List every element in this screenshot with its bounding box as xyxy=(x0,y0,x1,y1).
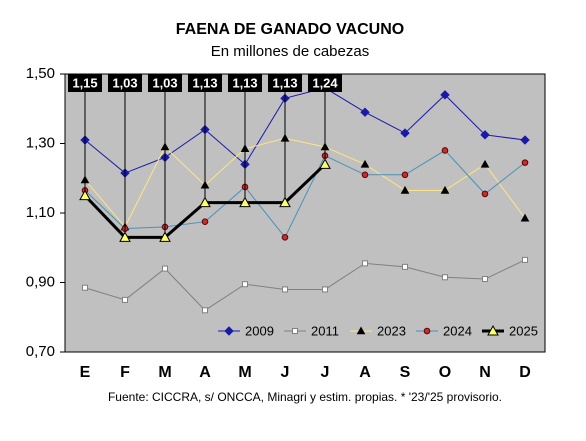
legend-label: 2024 xyxy=(443,323,472,338)
point-marker xyxy=(521,159,529,166)
point-marker xyxy=(440,90,450,100)
source-note: Fuente: CICCRA, s/ ONCCA, Minagri y esti… xyxy=(108,390,502,404)
data-label-box xyxy=(108,74,142,92)
legend-marker xyxy=(224,326,234,336)
point-marker xyxy=(82,284,88,291)
series-line xyxy=(84,149,526,239)
point-marker xyxy=(482,276,488,283)
x-tick-label: S xyxy=(400,364,411,381)
point-marker xyxy=(199,196,211,208)
data-label-box xyxy=(188,74,222,92)
chart-title: FAENA DE GANADO VACUNO xyxy=(176,21,404,38)
point-marker xyxy=(122,296,128,303)
point-marker xyxy=(322,286,328,293)
point-marker xyxy=(401,171,409,179)
legend-marker xyxy=(356,326,366,335)
point-marker xyxy=(239,196,251,208)
x-tick-label: A xyxy=(199,364,211,381)
point-marker xyxy=(400,128,410,138)
data-label: 1,03 xyxy=(152,75,177,90)
data-label-box xyxy=(228,74,262,92)
point-marker xyxy=(282,286,288,293)
point-marker xyxy=(79,189,91,201)
x-tick-label: M xyxy=(238,364,251,381)
point-marker xyxy=(319,158,331,169)
legend-label: 2011 xyxy=(311,323,339,338)
y-tick-label: 1,50 xyxy=(26,65,55,82)
point-marker xyxy=(362,260,368,267)
point-marker xyxy=(202,307,208,314)
point-marker xyxy=(360,107,370,117)
x-tick-label: O xyxy=(439,364,451,381)
point-marker xyxy=(201,218,209,225)
data-label-box xyxy=(148,74,182,92)
plot-area xyxy=(64,73,546,353)
point-marker xyxy=(159,231,171,242)
data-label-box xyxy=(268,74,302,92)
y-tick-label: 1,10 xyxy=(26,204,55,221)
point-marker xyxy=(402,263,408,270)
point-marker xyxy=(279,196,291,208)
point-marker xyxy=(441,147,449,154)
point-marker xyxy=(281,234,289,241)
point-marker xyxy=(162,265,168,272)
data-label: 1,15 xyxy=(72,75,97,90)
x-tick-label: F xyxy=(120,364,130,381)
legend-label: 2023 xyxy=(377,323,406,338)
legend-marker xyxy=(292,328,298,334)
series-line xyxy=(84,137,526,228)
data-label: 1,13 xyxy=(272,75,297,90)
x-tick-label: E xyxy=(80,364,91,381)
point-marker xyxy=(242,281,248,288)
x-tick-label: J xyxy=(321,364,330,381)
x-tick-label: M xyxy=(158,364,171,381)
y-tick-label: 0,90 xyxy=(26,273,55,290)
point-marker xyxy=(480,130,490,140)
data-label: 1,03 xyxy=(112,75,137,90)
data-label: 1,24 xyxy=(312,75,338,90)
x-tick-label: D xyxy=(519,364,531,381)
chart-subtitle: En millones de cabezas xyxy=(211,43,369,60)
data-label-box xyxy=(308,74,342,92)
x-tick-label: N xyxy=(479,364,491,381)
data-label: 1,13 xyxy=(192,75,217,90)
point-marker xyxy=(480,159,490,168)
legend-marker xyxy=(423,327,431,335)
x-tick-label: J xyxy=(281,364,290,381)
data-label: 1,13 xyxy=(232,75,257,90)
y-tick-label: 1,30 xyxy=(26,134,55,151)
point-marker xyxy=(360,159,370,168)
legend-label: 2009 xyxy=(245,323,274,338)
series-line xyxy=(84,259,526,311)
point-marker xyxy=(400,185,410,194)
x-tick-label: A xyxy=(359,364,371,381)
point-marker xyxy=(481,190,489,198)
y-tick-label: 0,70 xyxy=(26,343,55,360)
point-marker xyxy=(442,274,448,281)
point-marker xyxy=(361,171,369,179)
legend-marker xyxy=(487,324,499,336)
point-marker xyxy=(440,185,450,194)
point-marker xyxy=(522,256,528,263)
legend-label: 2025 xyxy=(509,323,538,338)
data-label-box xyxy=(68,74,102,92)
point-marker xyxy=(119,231,131,242)
point-marker xyxy=(520,135,530,145)
point-marker xyxy=(520,213,530,222)
